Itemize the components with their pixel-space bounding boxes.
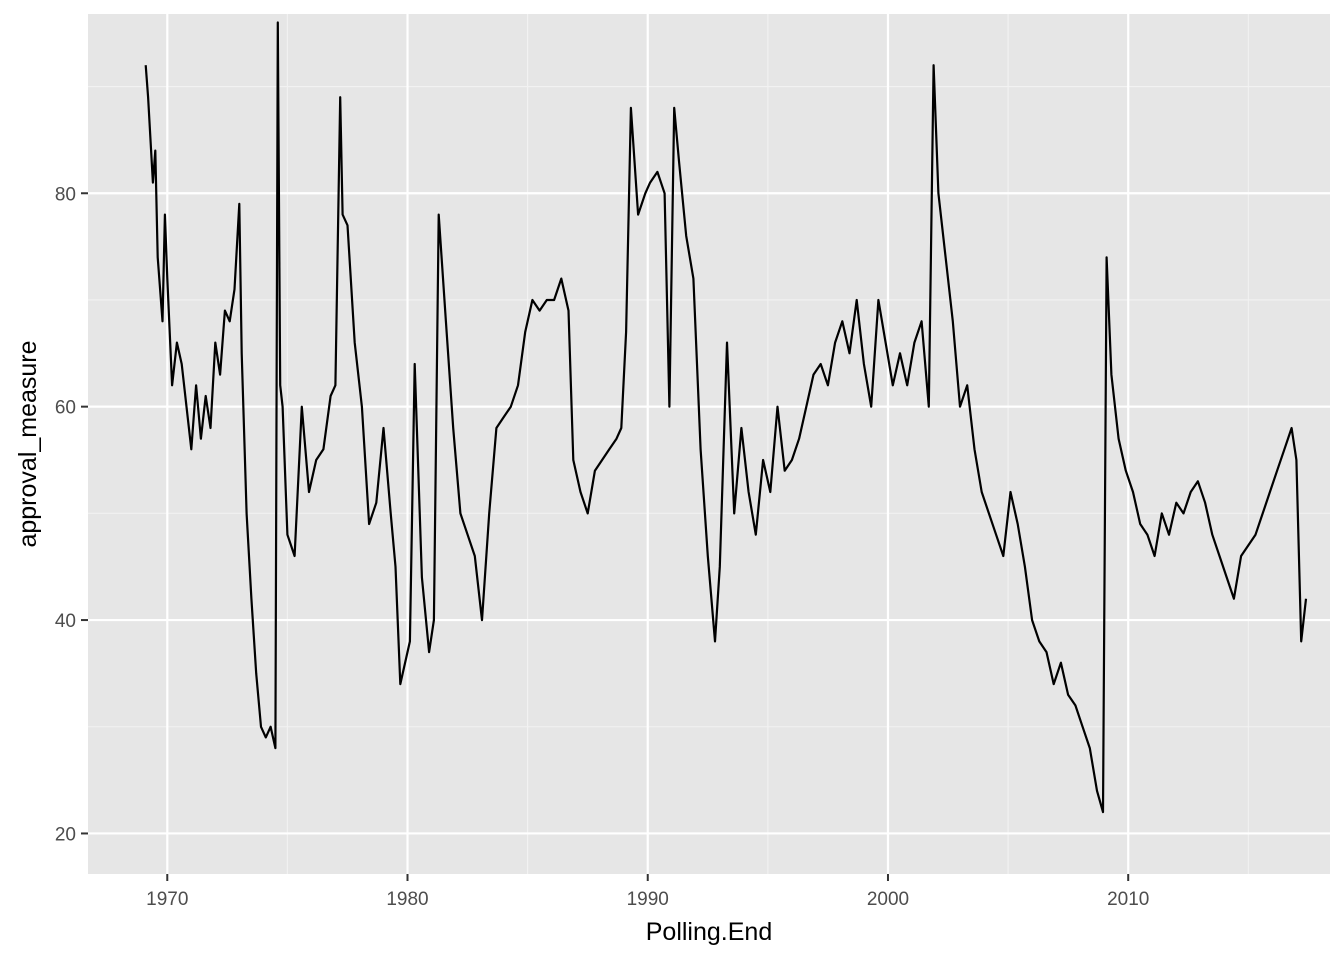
series-line-1 [144,21,1308,814]
y-tick-label: 20 [55,824,76,845]
series-layer [144,21,1308,814]
x-tick-label: 2000 [867,889,909,910]
plot-panel [88,14,1330,874]
y-tick-label: 80 [55,184,76,205]
y-axis: 20 40 60 80 [55,184,88,845]
x-axis-title: Polling.End [646,918,772,946]
y-tick-label: 60 [55,398,76,419]
x-axis: 1970 1980 1990 2000 2010 [146,874,1149,910]
y-tick-label: 40 [55,611,76,632]
x-tick-label: 1970 [146,889,188,910]
y-axis-title: approval_measure [14,340,42,547]
x-tick-label: 1980 [386,889,428,910]
grid-lines [88,14,1330,874]
x-tick-label: 2010 [1107,889,1149,910]
x-tick-label: 1990 [627,889,669,910]
